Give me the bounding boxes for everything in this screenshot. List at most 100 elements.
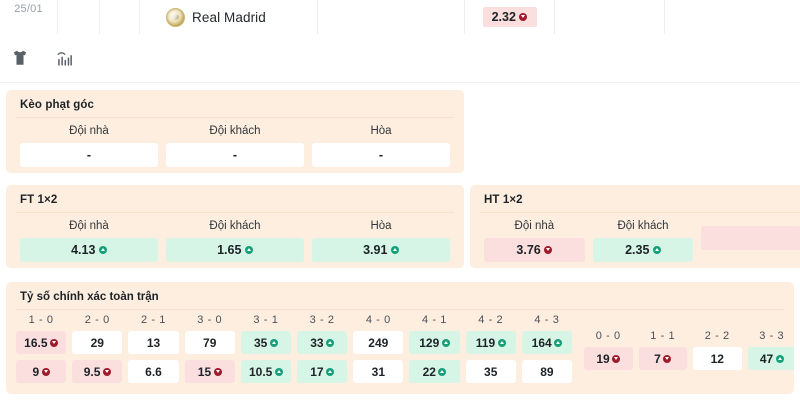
corner-value-away[interactable]: - <box>166 143 304 167</box>
ht-value-home[interactable]: 3.76 <box>484 238 585 262</box>
column-header: Đội nhà <box>69 220 109 232</box>
score-col: 4 - 2 <box>466 312 516 331</box>
score-col: 4 - 3 <box>522 312 572 331</box>
view-toolbar <box>0 34 800 83</box>
score-col: 2 - 0 <box>72 312 122 331</box>
odds-value: 12 <box>710 351 724 366</box>
score-odds-cell[interactable]: 9 <box>16 360 67 383</box>
odds-value: - <box>232 147 238 162</box>
corner-col-away[interactable]: Đội khách - <box>162 118 308 167</box>
match-table-row[interactable]: 25/01 Real Madrid 2.32 <box>0 0 800 35</box>
match-extra-cell <box>555 0 665 34</box>
score-odds-cell[interactable]: 22 <box>409 360 460 383</box>
odds-value: 17 <box>310 364 324 379</box>
score-odds-cell[interactable]: 6.6 <box>128 360 179 383</box>
ft-odds-row: Đội nhà 4.13 Đội khách 1.65 Hòa 3.91 <box>6 213 464 262</box>
odds-value: 19 <box>596 351 610 366</box>
divider <box>16 117 454 118</box>
score-odds-cell[interactable]: 35 <box>465 360 516 383</box>
score-odds-cell[interactable]: 119 <box>465 331 516 354</box>
jersey-icon[interactable] <box>8 46 32 70</box>
corner-col-home[interactable]: Đội nhà - <box>16 118 162 167</box>
score-odds-cell[interactable]: 31 <box>353 360 404 383</box>
ht-value-away[interactable]: 2.35 <box>592 238 694 262</box>
ht-value-draw[interactable] <box>701 226 800 250</box>
score-label: 4 - 1 <box>422 314 448 326</box>
trend-up-icon <box>326 338 335 347</box>
match-odds-pill[interactable]: 2.32 <box>482 6 537 28</box>
trend-up-icon <box>554 338 563 347</box>
match-odds-cell[interactable]: 2.32 <box>465 0 555 34</box>
corner-value-home[interactable]: - <box>20 143 158 167</box>
score-odds-cell[interactable]: 19 <box>584 347 633 370</box>
trend-down-icon <box>213 367 222 376</box>
ft-value-home[interactable]: 4.13 <box>20 238 158 262</box>
score-odds-cell[interactable]: 89 <box>521 360 573 383</box>
score-label: 3 - 0 <box>197 314 223 326</box>
odds-value: 16.5 <box>24 335 48 350</box>
score-odds-cell[interactable]: 35 <box>240 331 292 354</box>
score-label: 1 - 1 <box>650 330 676 342</box>
odds-value: 6.6 <box>145 364 162 379</box>
score-col: 3 - 0 <box>185 312 235 331</box>
score-col: 3 - 1 <box>241 312 291 331</box>
trend-down-icon <box>544 246 553 254</box>
score-odds-cell[interactable]: 15 <box>184 360 235 383</box>
odds-value: 249 <box>368 335 389 350</box>
ft-col-home[interactable]: Đội nhà 4.13 <box>16 213 162 262</box>
odds-value: 89 <box>540 364 554 379</box>
score-odds-cell[interactable]: 10.5 <box>240 360 292 383</box>
score-label: 4 - 2 <box>478 314 504 326</box>
ft-value-away[interactable]: 1.65 <box>166 238 304 262</box>
odds-value: 31 <box>371 364 385 379</box>
ft-value-draw[interactable]: 3.91 <box>312 238 450 262</box>
ht-col-away[interactable]: Đội khách 2.35 <box>589 213 698 262</box>
score-odds-cell[interactable]: 9.5 <box>72 360 123 383</box>
odds-value: 79 <box>203 335 217 350</box>
score-label: 2 - 0 <box>84 314 110 326</box>
odds-value: 33 <box>310 335 324 350</box>
score-odds-cell[interactable]: 129 <box>409 331 460 354</box>
team-name: Real Madrid <box>192 9 266 25</box>
score-odds-cell[interactable]: 79 <box>184 331 235 354</box>
match-score-cell <box>318 0 465 34</box>
real-madrid-crest-icon <box>166 7 185 27</box>
exact-score-grid-draws: 0 - 0 1 - 1 2 - 2 3 - 3 19 7 12 47 <box>584 328 794 376</box>
ht-col-draw[interactable] <box>697 213 800 262</box>
odds-value: 22 <box>422 364 436 379</box>
odds-value: 4.13 <box>71 242 96 257</box>
bar-chart-icon[interactable] <box>52 46 76 70</box>
score-odds-cell[interactable]: 249 <box>353 331 404 354</box>
score-label: 3 - 3 <box>759 330 785 342</box>
trend-up-icon <box>98 246 107 254</box>
odds-value: 164 <box>531 335 552 350</box>
ht-col-home[interactable]: Đội nhà 3.76 <box>480 213 589 262</box>
score-top-odds-row: 16.5 29 13 79 35 33 249 129 119 164 <box>16 331 573 354</box>
score-odds-cell[interactable]: 12 <box>693 347 742 370</box>
score-label: 2 - 1 <box>141 314 167 326</box>
corner-value-draw[interactable]: - <box>312 143 450 167</box>
score-odds-cell[interactable]: 33 <box>297 331 348 354</box>
trend-up-icon <box>438 367 447 376</box>
match-team-cell[interactable]: Real Madrid <box>140 0 318 34</box>
ft-col-draw[interactable]: Hòa 3.91 <box>308 213 454 262</box>
trend-up-icon <box>775 354 784 363</box>
score-label: 1 - 0 <box>28 314 54 326</box>
corner-col-draw[interactable]: Hòa - <box>308 118 454 167</box>
trend-up-icon <box>244 246 253 254</box>
trend-down-icon <box>102 367 111 376</box>
score-label: 3 - 1 <box>253 314 279 326</box>
score-odds-cell[interactable]: 16.5 <box>16 331 67 354</box>
match-trailing-cell <box>665 0 800 34</box>
trend-down-icon <box>41 367 50 376</box>
score-odds-cell[interactable]: 29 <box>72 331 123 354</box>
match-league-cell <box>58 0 100 34</box>
ft-col-away[interactable]: Đội khách 1.65 <box>162 213 308 262</box>
exact-score-grid-main: 1 - 0 2 - 0 2 - 1 3 - 0 3 - 1 3 - 2 4 - … <box>16 312 573 389</box>
score-odds-cell[interactable]: 7 <box>638 347 687 370</box>
score-odds-cell[interactable]: 17 <box>297 360 348 383</box>
score-col: 4 - 0 <box>353 312 403 331</box>
score-odds-cell[interactable]: 47 <box>747 347 794 370</box>
score-odds-cell[interactable]: 13 <box>128 331 179 354</box>
score-odds-cell[interactable]: 164 <box>521 331 573 354</box>
